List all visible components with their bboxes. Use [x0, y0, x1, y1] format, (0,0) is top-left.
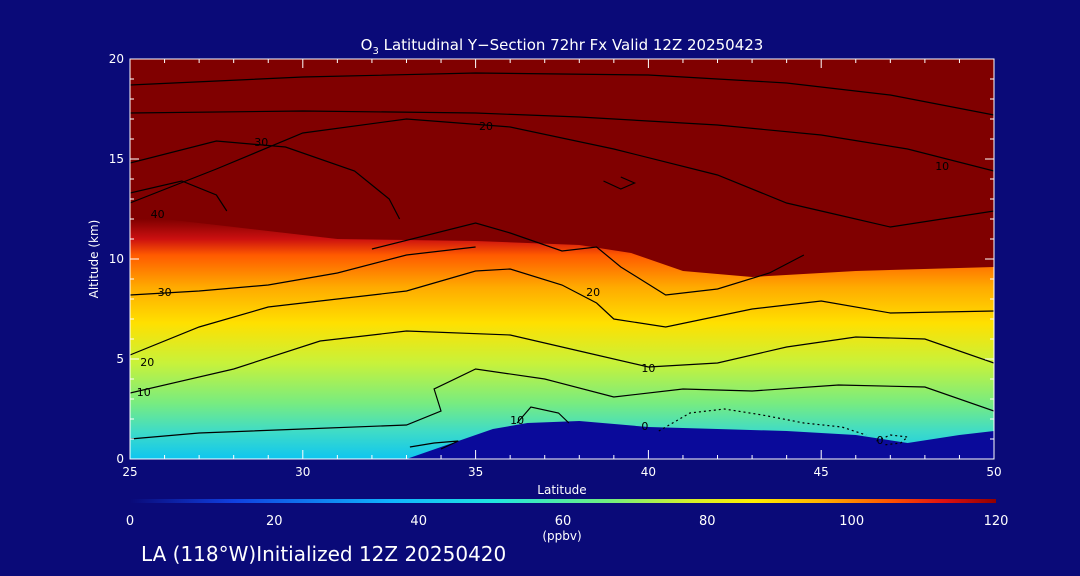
colorbar-unit-label: (ppbv) — [542, 529, 581, 543]
y-tick-label: 15 — [109, 152, 124, 166]
contour-line — [130, 268, 994, 356]
contour-label: 30 — [254, 136, 268, 149]
contour-line — [371, 222, 805, 296]
colorbar-tick-label: 20 — [266, 514, 283, 529]
contour-line — [409, 440, 459, 450]
x-tick-label: 25 — [122, 465, 137, 479]
y-axis: 0 5 10 15 20 — [109, 52, 994, 466]
x-tick-label: 40 — [641, 465, 656, 479]
contour-label: 0 — [877, 434, 884, 447]
contour-label: 10 — [137, 386, 151, 399]
x-tick-label: 45 — [814, 465, 829, 479]
colorbar-tick-label: 0 — [126, 514, 134, 529]
contour-lines — [130, 72, 994, 450]
contour-line — [658, 408, 867, 436]
contour-label: 10 — [510, 414, 524, 427]
plot-area: 30 20 10 40 30 20 20 10 10 10 0 0 — [130, 59, 994, 459]
contour-line — [603, 176, 637, 190]
contour-line — [130, 330, 994, 394]
x-tick-label: 35 — [468, 465, 483, 479]
colorbar-tick-label: 40 — [410, 514, 427, 529]
colorbar-tick-label: 100 — [839, 514, 864, 529]
colorbar — [130, 499, 996, 503]
colorbar-tick-label: 80 — [699, 514, 716, 529]
contour-line — [130, 368, 994, 440]
x-axis: 25 30 35 40 45 50 — [122, 59, 1002, 479]
x-axis-label: Latitude — [537, 483, 586, 497]
contour-label: 20 — [586, 286, 600, 299]
footer-init-label: LA (118°W)Initialized 12Z 20250420 — [141, 542, 507, 566]
contour-label: 20 — [479, 120, 493, 133]
colorbar-tick-label: 120 — [984, 514, 1009, 529]
contour-line — [130, 72, 994, 116]
contour-line — [130, 110, 994, 172]
colorbar-tick-label: 60 — [555, 514, 572, 529]
x-tick-label: 30 — [295, 465, 310, 479]
contour-label: 40 — [151, 208, 165, 221]
x-tick-label: 50 — [986, 465, 1001, 479]
contour-line — [516, 406, 570, 424]
contour-line — [130, 246, 476, 296]
contour-label: 30 — [158, 286, 172, 299]
y-tick-label: 0 — [116, 452, 124, 466]
contour-line — [130, 140, 401, 220]
colorbar-ticks: 0 20 40 60 80 100 120 — [126, 514, 1009, 529]
terrain-region — [406, 421, 994, 459]
contour-label: 10 — [641, 362, 655, 375]
contour-label: 0 — [641, 420, 648, 433]
stratosphere-region — [130, 59, 994, 277]
y-tick-label: 5 — [116, 352, 124, 366]
y-tick-label: 10 — [109, 252, 124, 266]
y-tick-label: 20 — [109, 52, 124, 66]
contour-line — [876, 434, 910, 446]
contour-line — [130, 118, 994, 228]
contour-label: 10 — [935, 160, 949, 173]
contour-line — [130, 180, 228, 212]
chart-title: O3 Latitudinal Y−Section 72hr Fx Valid 1… — [361, 36, 764, 57]
contour-label: 20 — [140, 356, 154, 369]
contour-labels: 30 20 10 40 30 20 20 10 10 10 0 0 — [137, 120, 949, 447]
y-axis-label: Altitude (km) — [87, 220, 101, 299]
